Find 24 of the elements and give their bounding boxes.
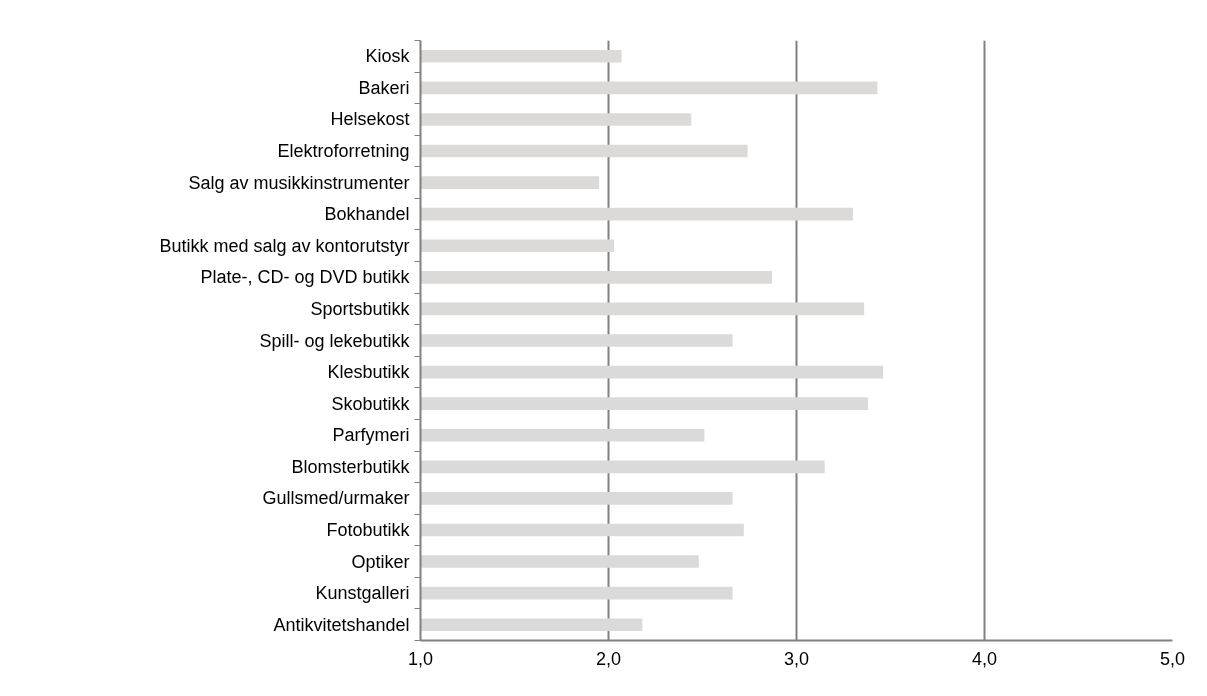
y-tick-label: Fotobutikk [326, 519, 411, 540]
y-tick-label: Klesbutikk [327, 362, 411, 383]
y-tick-label: Kiosk [365, 46, 411, 67]
y-tick-label: Plate-, CD- og DVD butikk [200, 267, 411, 288]
y-tick-label: Parfymeri [332, 425, 410, 446]
x-tick-label: 5,0 [1159, 648, 1186, 669]
y-tick-label: Bokhandel [324, 204, 410, 225]
y-tick-label: Salg av musikkinstrumenter [188, 172, 410, 193]
y-tick-label: Bakeri [358, 77, 410, 98]
y-tick-label: Sportsbutikk [310, 298, 411, 319]
x-tick-label: 3,0 [783, 648, 810, 669]
y-tick-label: Skobutikk [331, 393, 411, 414]
y-tick-label: Blomsterbutikk [291, 456, 411, 477]
y-tick-label: Kunstgalleri [315, 583, 410, 604]
y-tick-label: Antikvitetshandel [273, 614, 410, 635]
x-tick-label: 4,0 [971, 648, 998, 669]
x-tick-label: 2,0 [595, 648, 622, 669]
y-tick-label: Optiker [351, 551, 410, 572]
y-tick-label: Elektroforretning [277, 141, 410, 162]
x-tick-label: 1,0 [407, 648, 434, 669]
y-tick-label: Helsekost [330, 109, 410, 130]
y-tick-label: Gullsmed/urmaker [262, 488, 410, 509]
y-tick-label: Butikk med salg av kontorutstyr [159, 235, 410, 256]
y-tick-label: Spill- og lekebutikk [259, 330, 411, 351]
